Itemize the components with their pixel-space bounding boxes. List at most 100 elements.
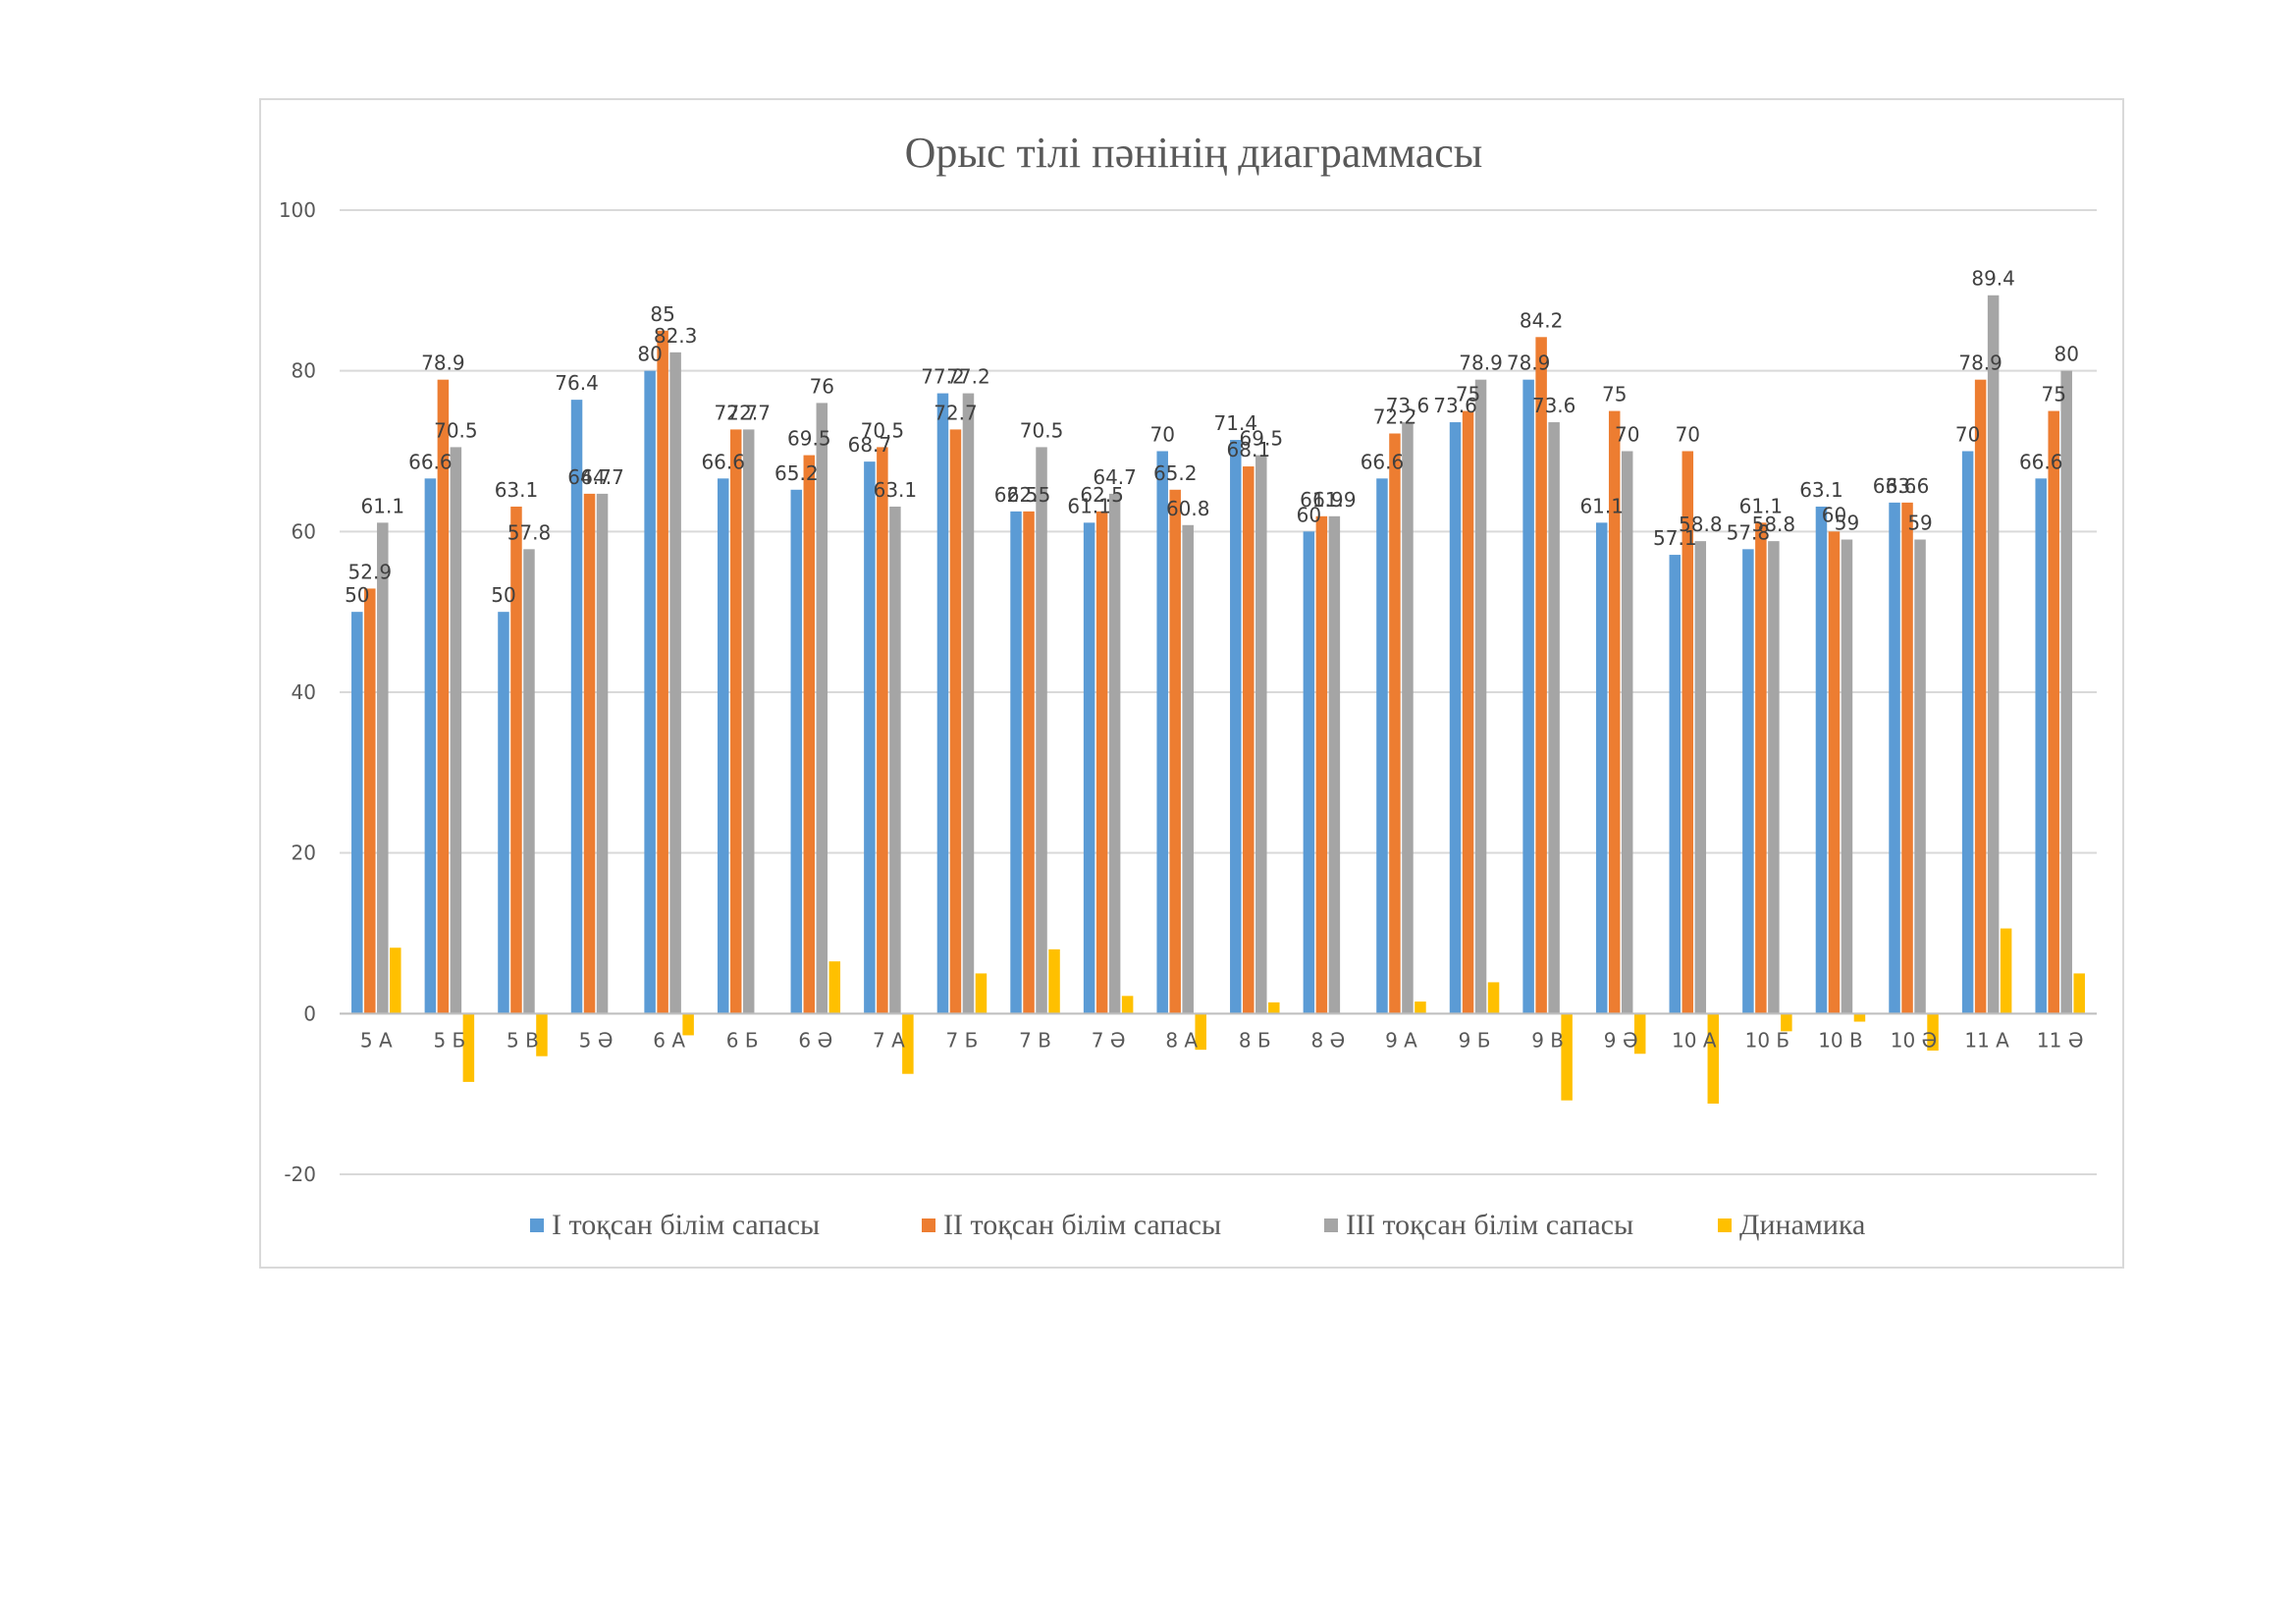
data-label: 63.1 (874, 478, 918, 502)
chart-title: Орыс тілі пәнінің диаграммасы (905, 129, 1483, 177)
y-tick-label: 40 (292, 680, 316, 704)
x-tick-label: 5 Б (433, 1028, 465, 1052)
bar-3 (1987, 295, 2000, 1014)
bar-2 (364, 588, 376, 1014)
bar-2 (1243, 466, 1255, 1014)
data-label: 61.9 (1312, 488, 1357, 512)
bar-3 (1328, 515, 1341, 1014)
data-label: 76 (810, 374, 834, 398)
data-label: 85 (650, 302, 674, 326)
bar-4 (1781, 1013, 1792, 1032)
bar-2 (1682, 451, 1694, 1014)
bar-1 (498, 612, 509, 1014)
x-tick-label: 9 А (1385, 1028, 1417, 1052)
bar-3 (669, 352, 681, 1014)
bar-3 (1182, 524, 1194, 1014)
data-label: 72.2 (1373, 405, 1417, 428)
bar-3 (1402, 422, 1414, 1014)
data-label: 70 (1955, 423, 1980, 447)
bar-3 (450, 447, 462, 1014)
bar-1 (790, 489, 803, 1014)
data-label: 50 (345, 583, 369, 607)
data-label: 89.4 (1971, 267, 2015, 291)
bar-4 (390, 947, 401, 1014)
data-label: 61.1 (1739, 494, 1784, 517)
legend-label: ІІ тоқсан білім сапасы (943, 1209, 1221, 1241)
bar-1 (717, 478, 729, 1014)
data-label: 60 (1297, 503, 1321, 526)
chart-canvas: Орыс тілі пәнінің диаграммасы 100 80 60 40 2… (279, 129, 2097, 1241)
bar-3 (1474, 379, 1487, 1014)
bar-3 (1255, 455, 1267, 1014)
x-tick-label: 10 Б (1745, 1028, 1790, 1052)
data-label: 69.5 (1240, 427, 1284, 451)
data-label: 65.2 (1153, 461, 1198, 485)
bar-1 (644, 370, 656, 1014)
bar-2 (1535, 337, 1547, 1014)
bar-1 (1742, 549, 1754, 1014)
x-tick-label: 7 В (1019, 1028, 1051, 1052)
bar-4 (1195, 1013, 1206, 1051)
bar-4 (902, 1013, 914, 1074)
x-tick-label: 10 А (1672, 1028, 1717, 1052)
data-label: 57.8 (1727, 520, 1771, 544)
y-tick-label: 60 (292, 519, 316, 543)
data-label: 75 (2041, 383, 2065, 406)
data-label: 65.2 (774, 461, 819, 485)
legend-swatch (1718, 1218, 1732, 1232)
x-tick-label: 6 Ә (798, 1028, 832, 1052)
bar-2 (877, 447, 888, 1014)
bar-4 (1927, 1013, 1939, 1051)
bar-3 (1621, 451, 1633, 1014)
data-label: 70 (1676, 423, 1700, 447)
data-label: 78.9 (421, 352, 465, 375)
data-label: 59 (1835, 512, 1859, 535)
y-tick-label: 100 (279, 198, 316, 222)
bar-1 (1669, 555, 1682, 1014)
x-tick-label: 5 Ә (579, 1028, 614, 1052)
x-tick-label: 11 А (1964, 1028, 2009, 1052)
bar-4 (828, 961, 841, 1014)
bar-1 (1889, 502, 1900, 1014)
legend-swatch (1324, 1218, 1338, 1232)
bar-1 (1815, 506, 1828, 1014)
bar-3 (1914, 539, 1926, 1014)
legend-swatch (922, 1218, 935, 1232)
bar-2 (1389, 433, 1401, 1014)
data-label: 75 (1456, 383, 1480, 406)
bar-1 (1961, 451, 1974, 1014)
data-label: 71.4 (1214, 411, 1258, 435)
data-label: 66.6 (1361, 450, 1405, 473)
bar-2 (1462, 410, 1474, 1014)
x-tick-label: 7 А (873, 1028, 905, 1052)
data-label: 66.6 (408, 450, 453, 473)
data-labels: 5052.961.166.678.970.55063.157.876.464.7… (345, 267, 2079, 607)
bar-2 (1169, 489, 1181, 1014)
bar-1 (936, 393, 949, 1014)
data-label: 63.6 (1886, 474, 1930, 498)
y-tick-label: 0 (303, 1001, 316, 1025)
data-label: 68.1 (1227, 438, 1271, 461)
data-label: 58.8 (1679, 513, 1723, 536)
data-label: 72.7 (726, 401, 771, 424)
data-label: 80 (637, 343, 662, 366)
y-tick-label: -20 (284, 1163, 316, 1186)
bar-4 (2000, 928, 2012, 1014)
legend-swatch (530, 1218, 544, 1232)
bar-4 (1268, 1001, 1280, 1014)
bar-4 (1853, 1013, 1866, 1022)
bar-3 (596, 493, 609, 1014)
bar-3 (523, 549, 535, 1014)
chart-frame: Орыс тілі пәнінің диаграммасы 100 80 60 40 2… (259, 98, 2124, 1269)
x-tick-label: 9 Ә (1604, 1028, 1638, 1052)
x-tick-label: 8 А (1165, 1028, 1198, 1052)
data-label: 62.5 (994, 483, 1039, 507)
x-tick-label: 6 Б (726, 1028, 759, 1052)
y-tick-label: 80 (292, 359, 316, 383)
legend-label: І тоқсан білім сапасы (552, 1209, 820, 1241)
bar-1 (570, 400, 583, 1014)
bar-1 (1522, 379, 1534, 1014)
data-label: 69.5 (787, 427, 831, 451)
data-label: 59 (1907, 512, 1932, 535)
bar-3 (962, 393, 975, 1014)
